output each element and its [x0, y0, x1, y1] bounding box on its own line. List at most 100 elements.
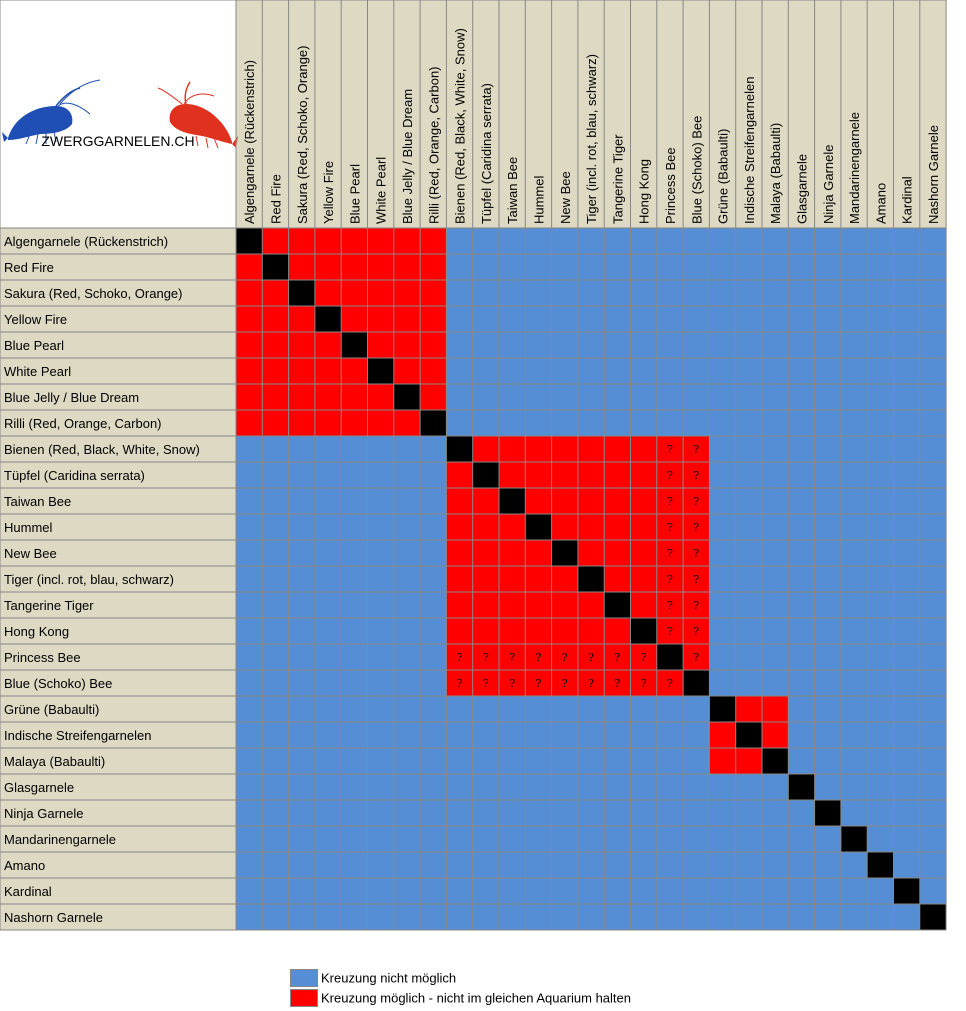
matrix-cell — [840, 306, 868, 332]
matrix-cell — [919, 670, 947, 696]
matrix-cell — [499, 722, 526, 748]
matrix-cell — [472, 644, 499, 670]
matrix-cell — [341, 878, 368, 904]
matrix-cell — [341, 540, 368, 566]
matrix-cell — [288, 514, 315, 540]
matrix-cell — [893, 852, 920, 878]
matrix-cell — [577, 332, 605, 358]
matrix-cell — [341, 904, 368, 930]
matrix-cell — [525, 332, 552, 358]
matrix-cell — [236, 748, 263, 774]
matrix-cell — [499, 670, 526, 696]
matrix-cell — [420, 670, 447, 696]
matrix-cell — [236, 566, 263, 592]
matrix-cell — [709, 488, 736, 514]
matrix-cell — [341, 514, 368, 540]
matrix-cell — [393, 358, 421, 384]
row-label: Blue Jelly / Blue Dream — [4, 390, 139, 405]
matrix-cell — [762, 644, 789, 670]
matrix-cell — [525, 566, 552, 592]
matrix-cell — [314, 774, 342, 800]
column-label: Blue (Schoko) Bee — [689, 116, 704, 224]
matrix-cell — [683, 774, 710, 800]
uncertain-mark: ? — [693, 599, 699, 612]
matrix-cell — [236, 670, 263, 696]
column-labels: Algengarnele (Rückenstrich) Red Fire Sakur… — [242, 28, 941, 224]
matrix-cell — [236, 228, 263, 254]
matrix-cell — [604, 826, 631, 852]
matrix-cell — [840, 384, 868, 410]
matrix-cell — [446, 852, 473, 878]
matrix-cell — [525, 462, 552, 488]
blue-shrimp-icon — [2, 79, 101, 145]
matrix-cell — [236, 384, 263, 410]
matrix-cell — [604, 410, 631, 436]
matrix-cell — [735, 410, 762, 436]
matrix-cell — [867, 800, 894, 826]
row-label: Tiger (incl. rot, blau, schwarz) — [4, 572, 174, 587]
matrix-cell — [630, 514, 657, 540]
matrix-cell — [840, 592, 868, 618]
matrix-cell — [893, 566, 920, 592]
matrix-cell — [840, 566, 868, 592]
matrix-cell — [735, 384, 762, 410]
matrix-cell — [551, 228, 578, 254]
matrix-cell — [314, 644, 342, 670]
matrix-cell — [420, 826, 447, 852]
matrix-cell — [656, 514, 684, 540]
matrix-cell — [735, 748, 762, 774]
matrix-cell — [367, 618, 394, 644]
matrix-cell — [656, 384, 684, 410]
row-label: Tangerine Tiger — [4, 598, 94, 613]
matrix-cell — [446, 280, 473, 306]
matrix-cell — [288, 644, 315, 670]
matrix-cell — [446, 644, 473, 670]
matrix-cell — [314, 722, 342, 748]
matrix-cell — [814, 410, 841, 436]
matrix-cell — [288, 878, 315, 904]
matrix-cell — [840, 436, 868, 462]
matrix-cell — [446, 358, 473, 384]
matrix-cell — [893, 826, 920, 852]
matrix-cell — [525, 826, 552, 852]
matrix-cell — [788, 566, 815, 592]
uncertain-mark: ? — [535, 677, 541, 690]
matrix-cell — [367, 748, 394, 774]
uncertain-mark: ? — [483, 677, 489, 690]
matrix-cell — [236, 410, 263, 436]
matrix-cell — [262, 384, 289, 410]
matrix-cell — [341, 722, 368, 748]
matrix-cell — [341, 592, 368, 618]
matrix-cell — [840, 488, 868, 514]
matrix-cell — [867, 228, 894, 254]
matrix-cell — [604, 566, 631, 592]
matrix-cell — [577, 670, 605, 696]
matrix-cell — [683, 670, 710, 696]
matrix-cell — [656, 748, 684, 774]
uncertain-mark: ? — [483, 651, 489, 664]
matrix-cell — [867, 358, 894, 384]
matrix-cell — [446, 384, 473, 410]
matrix-cell — [762, 722, 789, 748]
matrix-cell — [393, 540, 421, 566]
matrix-cell — [236, 774, 263, 800]
matrix-cell — [577, 306, 605, 332]
matrix-cell — [262, 436, 289, 462]
matrix-cell — [630, 228, 657, 254]
matrix-cell — [893, 800, 920, 826]
row-label: Bienen (Red, Black, White, Snow) — [4, 442, 200, 457]
matrix-cell — [630, 826, 657, 852]
matrix-cell — [525, 774, 552, 800]
matrix-cell — [420, 852, 447, 878]
matrix-cell — [236, 592, 263, 618]
matrix-cell — [893, 436, 920, 462]
matrix-cell — [525, 696, 552, 722]
matrix-cell — [656, 254, 684, 280]
matrix-cell — [709, 514, 736, 540]
matrix-cell — [393, 826, 421, 852]
matrix-cell — [604, 462, 631, 488]
uncertain-mark: ? — [667, 521, 673, 534]
matrix-cell — [788, 722, 815, 748]
matrix-cell — [499, 410, 526, 436]
matrix-cell — [367, 306, 394, 332]
